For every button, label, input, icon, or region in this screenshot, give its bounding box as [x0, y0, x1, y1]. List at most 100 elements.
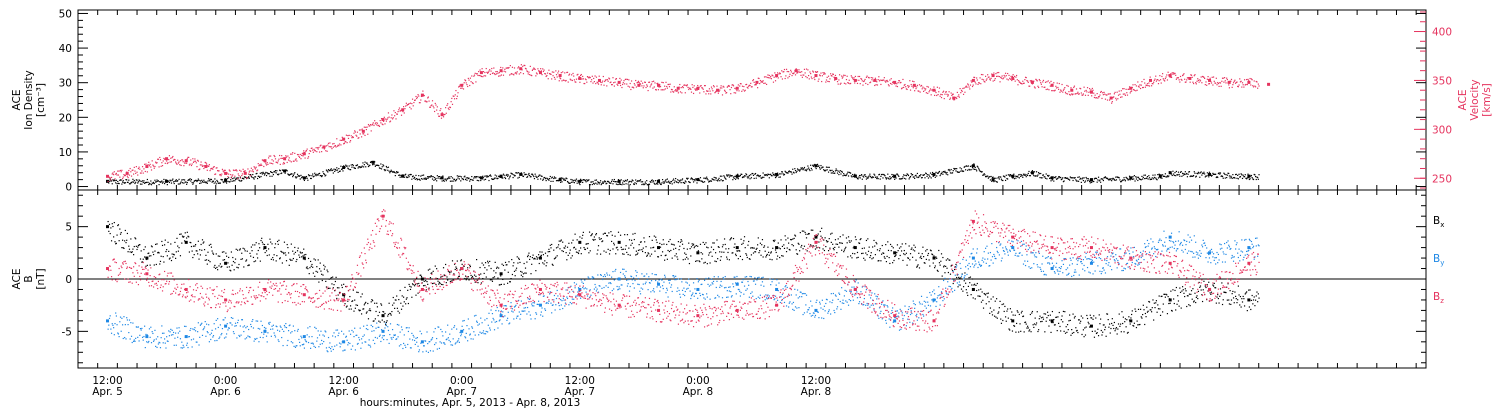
noise-point [700, 252, 702, 254]
noise-point [734, 92, 737, 94]
noise-point [407, 104, 409, 106]
noise-point [263, 243, 266, 246]
noise-point [1095, 177, 1097, 179]
noise-point [1124, 180, 1127, 182]
noise-point [978, 82, 980, 84]
noise-point [750, 86, 753, 88]
noise-point [888, 178, 890, 180]
noise-point [981, 78, 983, 80]
noise-point [146, 258, 148, 261]
noise-point [691, 243, 693, 245]
noise-point [617, 82, 620, 84]
noise-point [223, 181, 225, 184]
noise-point [590, 181, 592, 183]
noise-point [266, 162, 268, 164]
noise-point [794, 74, 797, 76]
noise-point [248, 176, 250, 178]
noise-point [571, 255, 573, 257]
noise-point [1208, 171, 1211, 173]
noise-point [622, 180, 624, 182]
noise-point [747, 177, 749, 179]
noise-point [613, 242, 615, 244]
noise-point [988, 76, 990, 78]
noise-point [812, 164, 814, 166]
x-tick-label-time: 0:00 [450, 375, 474, 387]
noise-point [466, 84, 468, 86]
noise-point [258, 175, 260, 177]
noise-point [506, 67, 509, 69]
noise-point [932, 90, 934, 92]
noise-point [414, 285, 416, 287]
noise-point [532, 68, 534, 70]
noise-point [903, 86, 905, 89]
noise-point [293, 173, 295, 175]
noise-point [1155, 177, 1157, 179]
noise-point [880, 83, 882, 86]
noise-point [400, 174, 402, 176]
noise-point [367, 318, 370, 320]
noise-point [431, 282, 434, 285]
noise-point [648, 183, 650, 185]
noise-point [283, 253, 285, 255]
x-tick-label-time: 12:00 [801, 375, 831, 387]
noise-point [359, 166, 361, 169]
noise-point [795, 68, 797, 70]
noise-point [291, 153, 293, 155]
noise-point [737, 87, 739, 89]
noise-point [443, 114, 445, 116]
noise-point [1003, 74, 1005, 77]
noise-point [760, 177, 762, 179]
noise-point [181, 159, 184, 161]
noise-point [974, 166, 976, 168]
noise-point [626, 179, 629, 181]
noise-point [348, 308, 350, 310]
noise-point [637, 80, 640, 82]
noise-point [460, 87, 462, 89]
noise-point [287, 173, 289, 175]
noise-point [136, 248, 138, 251]
noise-point [201, 164, 203, 166]
noise-point [113, 236, 115, 238]
noise-point [783, 173, 786, 176]
noise-point [1005, 174, 1007, 176]
noise-point [202, 165, 204, 167]
noise-point [439, 282, 441, 284]
noise-point [133, 254, 135, 256]
noise-point [720, 179, 722, 181]
noise-point [414, 99, 416, 101]
noise-point [491, 279, 493, 281]
noise-point [675, 253, 677, 255]
noise-point [1220, 175, 1222, 177]
data-point [1208, 78, 1212, 82]
noise-point [745, 173, 747, 175]
noise-point [427, 283, 429, 285]
noise-point [143, 248, 145, 251]
noise-point [1024, 174, 1027, 176]
noise-point [424, 100, 426, 102]
noise-point [419, 102, 421, 104]
noise-point [260, 175, 262, 178]
noise-point [291, 259, 293, 261]
noise-point [625, 183, 627, 185]
noise-point [167, 162, 169, 164]
noise-point [391, 170, 393, 173]
noise-point [131, 181, 133, 183]
noise-point [349, 141, 351, 143]
data-point [735, 246, 739, 250]
noise-point [825, 166, 828, 168]
top-left-tick-label: 0 [65, 182, 72, 194]
noise-point [160, 165, 162, 167]
noise-point [1014, 175, 1016, 177]
noise-point [425, 101, 427, 103]
noise-point [551, 243, 553, 246]
noise-point [859, 83, 861, 85]
noise-point [164, 181, 166, 183]
noise-point [1083, 177, 1085, 179]
noise-point [406, 176, 408, 179]
noise-point [710, 93, 712, 95]
noise-point [842, 234, 844, 236]
noise-point [1124, 179, 1126, 181]
noise-point [498, 175, 500, 177]
noise-point [1043, 86, 1045, 88]
noise-point [239, 177, 241, 179]
